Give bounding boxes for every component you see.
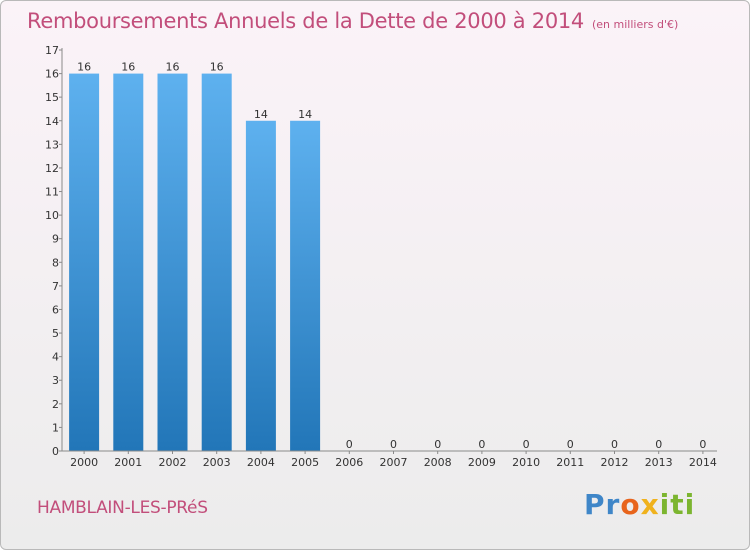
- x-tick-label: 2005: [291, 456, 319, 469]
- bar-value-label: 0: [478, 438, 485, 451]
- y-tick-label: 6: [52, 303, 59, 316]
- brand-letter: t: [670, 488, 685, 521]
- y-tick-label: 7: [52, 280, 59, 293]
- y-tick-label: 13: [45, 138, 59, 151]
- x-tick-label: 2014: [689, 456, 717, 469]
- x-tick-label: 2000: [70, 456, 98, 469]
- x-tick-label: 2001: [114, 456, 142, 469]
- y-tick-label: 16: [45, 68, 59, 81]
- bar: [113, 73, 144, 452]
- y-tick-label: 11: [45, 186, 59, 199]
- bar: [290, 120, 321, 451]
- bar: [69, 73, 100, 452]
- brand-letter: x: [640, 488, 660, 521]
- bar-value-label: 16: [210, 61, 224, 74]
- brand-letter: P: [584, 488, 606, 521]
- bar: [245, 120, 276, 451]
- y-tick-label: 9: [52, 233, 59, 246]
- brand-letter: i: [684, 488, 696, 521]
- commune-name: HAMBLAIN-LES-PRéS: [37, 498, 208, 518]
- x-tick-label: 2009: [468, 456, 496, 469]
- bar-value-label: 0: [699, 438, 706, 451]
- y-tick-label: 10: [45, 209, 59, 222]
- bar-value-label: 0: [523, 438, 530, 451]
- brand-letter: o: [620, 488, 641, 521]
- y-tick-label: 8: [52, 256, 59, 269]
- x-tick-label: 2007: [380, 456, 408, 469]
- bar-value-label: 0: [346, 438, 353, 451]
- y-tick-label: 3: [52, 374, 59, 387]
- proxiti-logo: Proxiti: [584, 488, 695, 521]
- bar: [157, 73, 188, 452]
- x-tick-label: 2010: [512, 456, 540, 469]
- x-tick-label: 2013: [645, 456, 673, 469]
- x-axis: 2000 2001 2002 2003 2004 2005 2006 2007 2008 2009…: [62, 450, 717, 469]
- bar-value-label: 14: [298, 108, 312, 121]
- bar-value-label: 0: [611, 438, 618, 451]
- bars: 16 16 16 16 14 14 0 0 0 0 0 0 0 0 0: [69, 61, 706, 452]
- chart-title: Remboursements Annuels de la Dette de 20…: [27, 9, 678, 33]
- y-tick-label: 1: [52, 421, 59, 434]
- y-tick-label: 0: [52, 445, 59, 458]
- brand-letter: i: [659, 488, 671, 521]
- bar-value-label: 16: [166, 61, 180, 74]
- bar-value-label: 0: [390, 438, 397, 451]
- bar-value-label: 16: [121, 61, 135, 74]
- x-tick-label: 2008: [424, 456, 452, 469]
- x-tick-label: 2011: [556, 456, 584, 469]
- x-tick-label: 2003: [203, 456, 231, 469]
- bar-value-label: 16: [77, 61, 91, 74]
- y-tick-label: 2: [52, 398, 59, 411]
- x-tick-label: 2004: [247, 456, 275, 469]
- y-tick-label: 14: [45, 115, 59, 128]
- bar-value-label: 0: [655, 438, 662, 451]
- x-tick-label: 2006: [335, 456, 363, 469]
- chart-title-text: Remboursements Annuels de la Dette de 20…: [27, 9, 584, 33]
- chart-subtitle: (en milliers d'€): [592, 18, 679, 31]
- x-tick-label: 2012: [601, 456, 629, 469]
- y-tick-label: 17: [45, 44, 59, 57]
- y-tick-label: 12: [45, 162, 59, 175]
- y-tick-label: 5: [52, 327, 59, 340]
- y-tick-label: 15: [45, 91, 59, 104]
- bar-value-label: 0: [434, 438, 441, 451]
- bar-value-label: 0: [567, 438, 574, 451]
- brand-letter: r: [605, 488, 621, 521]
- bar-value-label: 14: [254, 108, 268, 121]
- y-tick-label: 4: [52, 351, 59, 364]
- x-tick-label: 2002: [159, 456, 187, 469]
- bar: [201, 73, 232, 452]
